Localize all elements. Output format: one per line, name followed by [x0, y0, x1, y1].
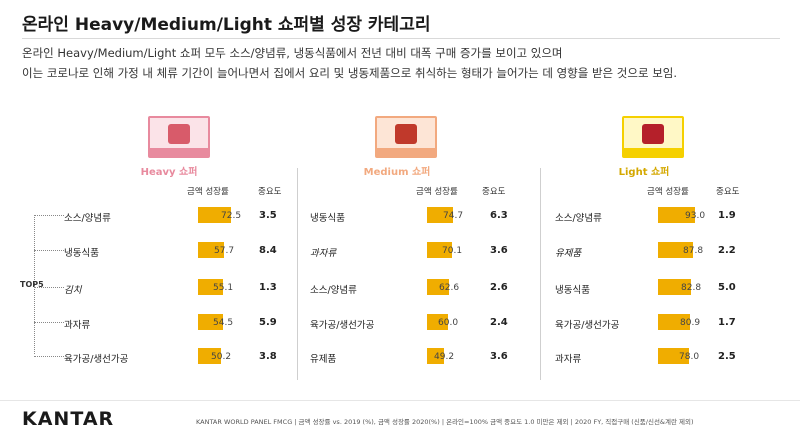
- category-label: 과자류: [555, 354, 582, 365]
- growth-bar: [198, 348, 221, 364]
- importance-value: 3.6: [490, 351, 508, 362]
- importance-value: 3.6: [490, 245, 508, 256]
- growth-column-header: 금액 성장률: [416, 187, 458, 197]
- importance-value: 3.8: [259, 351, 277, 362]
- importance-column-header: 중요도: [716, 187, 740, 197]
- growth-value-label: 50.2: [211, 352, 232, 362]
- growth-value-label: 57.7: [214, 246, 235, 256]
- growth-bar: [658, 279, 691, 295]
- growth-value-label: 93.0: [685, 211, 706, 221]
- icon-band: [377, 148, 435, 156]
- category-label: 소스/양념류: [310, 285, 357, 296]
- category-label: 냉동식품: [310, 213, 345, 224]
- shopping-basket-icon: [375, 116, 437, 158]
- category-label: 김치: [64, 285, 82, 296]
- category-label: 냉동식품: [64, 248, 99, 259]
- growth-value-label: 80.9: [680, 318, 701, 328]
- importance-column-header: 중요도: [482, 187, 506, 197]
- growth-value-label: 78.0: [679, 352, 700, 362]
- top5-label: TOP5: [20, 280, 44, 289]
- top5-bracket-tick: [34, 287, 64, 288]
- growth-value-label: 62.6: [439, 283, 460, 293]
- growth-bar: [427, 207, 453, 223]
- category-label: 육가공/생선가공: [64, 354, 129, 365]
- icon-band: [150, 148, 208, 156]
- growth-bar: [658, 242, 693, 258]
- growth-value-label: 70.1: [442, 246, 463, 256]
- icon-band: [624, 148, 682, 156]
- category-label: 육가공/생선가공: [555, 320, 620, 331]
- panel-divider: [297, 168, 298, 380]
- importance-value: 3.5: [259, 210, 277, 221]
- growth-column-header: 금액 성장률: [647, 187, 689, 197]
- category-label: 냉동식품: [555, 285, 590, 296]
- growth-bar: [658, 348, 689, 364]
- subtitle-line-1: 온라인 Heavy/Medium/Light 쇼퍼 모두 소스/양념류, 냉동식…: [22, 46, 563, 60]
- top5-bracket-tick: [34, 250, 64, 251]
- growth-bar: [427, 242, 452, 258]
- source-footnote: KANTAR WORLD PANEL FMCG | 금액 성장률 vs. 201…: [196, 418, 694, 426]
- growth-bar: [427, 314, 448, 330]
- subtitle-line-2: 이는 코로나로 인해 가정 내 체류 기간이 늘어나면서 집에서 요리 및 냉동…: [22, 66, 678, 80]
- importance-value: 1.3: [259, 282, 277, 293]
- category-label: 육가공/생선가공: [310, 320, 375, 331]
- growth-value-label: 74.7: [443, 211, 464, 221]
- category-label: 소스/양념류: [64, 213, 111, 224]
- growth-value-label: 55.1: [213, 283, 234, 293]
- top5-bracket-tick: [34, 356, 64, 357]
- importance-value: 2.2: [718, 245, 736, 256]
- shopper-segment-label: Light 쇼퍼: [618, 167, 670, 178]
- category-label: 과자류: [310, 248, 337, 259]
- importance-value: 2.5: [718, 351, 736, 362]
- bottle-and-banana-icon: [622, 116, 684, 158]
- growth-value-label: 60.0: [438, 318, 459, 328]
- category-label: 유제품: [555, 248, 582, 259]
- title-divider: [22, 38, 780, 39]
- icon-glyph: [395, 124, 417, 144]
- kantar-logo: KANTAR: [22, 408, 115, 430]
- importance-column-header: 중요도: [258, 187, 282, 197]
- growth-bar: [658, 207, 695, 223]
- growth-column-header: 금액 성장률: [187, 187, 229, 197]
- top5-bracket-tick: [34, 215, 64, 216]
- growth-value-label: 82.8: [681, 283, 702, 293]
- growth-bar: [198, 242, 224, 258]
- growth-value-label: 54.5: [213, 318, 234, 328]
- panel-divider: [540, 168, 541, 380]
- icon-glyph: [642, 124, 664, 144]
- top5-bracket-tick: [34, 322, 64, 323]
- growth-bar: [198, 279, 223, 295]
- importance-value: 6.3: [490, 210, 508, 221]
- importance-value: 1.9: [718, 210, 736, 221]
- growth-bar: [198, 207, 231, 223]
- icon-glyph: [168, 124, 190, 144]
- category-label: 유제품: [310, 354, 337, 365]
- page-title: 온라인 Heavy/Medium/Light 쇼퍼별 성장 카테고리: [22, 15, 431, 35]
- importance-value: 5.0: [718, 282, 736, 293]
- category-label: 소스/양념류: [555, 213, 602, 224]
- footer-divider: [0, 400, 800, 401]
- growth-value-label: 72.5: [221, 211, 242, 221]
- growth-bar: [658, 314, 690, 330]
- growth-bar: [198, 314, 223, 330]
- importance-value: 5.9: [259, 317, 277, 328]
- shopping-cart-icon: [148, 116, 210, 158]
- category-label: 과자류: [64, 320, 91, 331]
- importance-value: 8.4: [259, 245, 277, 256]
- importance-value: 2.4: [490, 317, 508, 328]
- importance-value: 1.7: [718, 317, 736, 328]
- growth-value-label: 87.8: [683, 246, 704, 256]
- shopper-segment-label: Medium 쇼퍼: [363, 167, 431, 178]
- importance-value: 2.6: [490, 282, 508, 293]
- shopper-segment-label: Heavy 쇼퍼: [140, 167, 198, 178]
- growth-bar: [427, 279, 449, 295]
- top5-bracket: [34, 215, 35, 354]
- growth-value-label: 49.2: [434, 352, 455, 362]
- growth-bar: [427, 348, 444, 364]
